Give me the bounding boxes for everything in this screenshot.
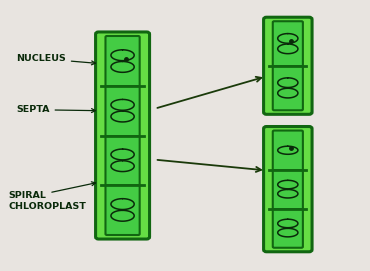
FancyBboxPatch shape (105, 36, 139, 235)
FancyBboxPatch shape (273, 21, 303, 110)
Text: SPIRAL
CHLOROPLAST: SPIRAL CHLOROPLAST (9, 191, 87, 211)
FancyBboxPatch shape (95, 32, 149, 239)
Text: NUCLEUS: NUCLEUS (16, 54, 95, 65)
FancyBboxPatch shape (263, 127, 312, 252)
FancyBboxPatch shape (263, 17, 312, 114)
FancyBboxPatch shape (273, 131, 303, 248)
Text: SEPTA: SEPTA (16, 105, 95, 114)
